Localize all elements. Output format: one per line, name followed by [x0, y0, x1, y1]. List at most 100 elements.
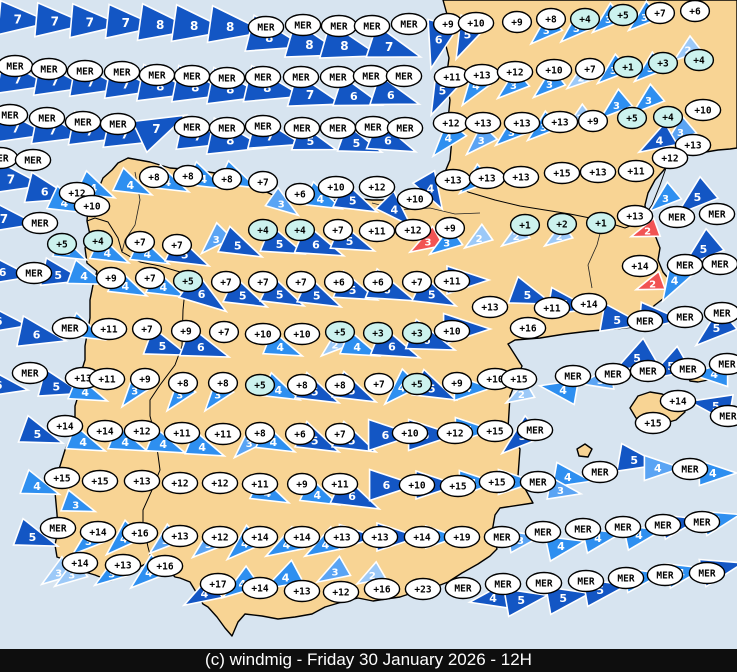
label-text: +4 [662, 113, 674, 124]
label-oval [244, 322, 282, 346]
wind-force-value: 5 [346, 235, 354, 248]
label-oval [286, 373, 318, 397]
wind-force-value: 5 [633, 352, 641, 365]
temperature-label: +9 [434, 216, 466, 240]
label-oval [519, 470, 557, 494]
label-oval [616, 106, 648, 130]
sea-point-label: MER [524, 520, 562, 544]
temperature-label: +14 [241, 525, 279, 549]
sea-point-label: MER [282, 65, 320, 89]
wind-force-value: 4 [283, 538, 291, 551]
wind-arrow: 6 [368, 468, 419, 502]
label-oval [433, 269, 471, 293]
temperature-label: +6 [679, 0, 711, 23]
label-text: +16 [131, 529, 148, 540]
label-oval [709, 404, 737, 428]
temperature-label: +13 [283, 579, 321, 603]
temperature-label: +5 [244, 373, 276, 397]
wind-force-value: 4 [656, 134, 664, 147]
label-text: +8 [296, 381, 308, 392]
temperature-label: +15 [81, 469, 119, 493]
temperature-label: +10 [283, 322, 321, 346]
label-text: MER [708, 210, 725, 221]
label-oval [321, 472, 359, 496]
label-text: +7 [144, 274, 155, 285]
label-text: MER [614, 523, 631, 534]
wind-arrow-shape [636, 121, 679, 154]
wind-arrow: 5 [507, 275, 556, 306]
sea-point-label: MER [208, 66, 246, 90]
label-text: +23 [414, 585, 431, 596]
label-text: MER [329, 73, 346, 84]
label-oval [51, 316, 89, 340]
temperature-label: +15 [543, 161, 581, 185]
label-text: +7 [411, 278, 422, 289]
label-oval [621, 254, 659, 278]
label-oval [30, 57, 68, 81]
wind-force-value: 4 [163, 176, 171, 189]
wind-force-value: 2 [578, 74, 585, 85]
wind-arrow-shape [216, 225, 265, 258]
label-oval [286, 472, 318, 496]
label-oval [464, 111, 502, 135]
sea-point-label: MER [698, 202, 736, 226]
label-oval [241, 525, 279, 549]
label-oval [241, 576, 279, 600]
temperature-label: +13 [579, 160, 617, 184]
label-text: MER [330, 22, 347, 33]
wind-force-value: 3 [641, 13, 648, 24]
temperature-label: +3 [647, 51, 679, 75]
label-text: +5 [254, 381, 266, 392]
temperature-label: +23 [404, 577, 442, 601]
label-oval [208, 116, 246, 140]
wind-force-value: 4 [313, 489, 321, 502]
label-oval [443, 525, 481, 549]
label-text: MER [183, 72, 200, 83]
temperature-label: +3 [362, 321, 394, 345]
label-text: MER [148, 71, 165, 82]
wind-force-value: 4 [472, 80, 480, 93]
label-oval [476, 419, 514, 443]
label-text: +7 [654, 9, 665, 20]
sea-point-label: MER [39, 516, 77, 540]
temperature-label: +15 [43, 466, 81, 490]
island-ibiza [576, 443, 593, 458]
temperature-label: +8 [167, 371, 199, 395]
label-text: +14 [251, 533, 268, 544]
wind-force-value: 4 [33, 480, 41, 493]
label-text: MER [40, 65, 57, 76]
label-text: +13 [171, 532, 188, 543]
label-oval [433, 319, 471, 343]
label-oval [362, 321, 394, 345]
label-oval [647, 51, 679, 75]
label-oval [669, 357, 707, 381]
label-text: +13 [133, 477, 150, 488]
temperature-label: +7 [644, 1, 676, 25]
temperature-label: +8 [244, 421, 276, 445]
label-text: +12 [68, 189, 85, 200]
label-text: +13 [474, 119, 491, 130]
wind-arrow: 5 [502, 587, 551, 618]
label-oval [651, 146, 689, 170]
temperature-label: +10 [398, 473, 436, 497]
wind-force-value: 5 [313, 290, 321, 303]
temperature-label: +2 [546, 212, 578, 236]
wind-arrow: 4 [544, 535, 587, 563]
label-oval [161, 524, 199, 548]
label-text: +14 [580, 300, 597, 311]
label-oval [574, 57, 606, 81]
label-oval [14, 148, 52, 172]
sea-point-label: MER [669, 357, 707, 381]
label-oval [358, 219, 396, 243]
label-oval [703, 301, 737, 325]
label-text: MER [526, 426, 543, 437]
label-text: MER [494, 580, 511, 591]
temperature-label: +7 [363, 372, 395, 396]
label-oval [211, 167, 243, 191]
sea-point-label: MER [354, 115, 392, 139]
label-oval [496, 60, 534, 84]
label-text: +11 [251, 480, 268, 491]
label-text: +15 [53, 474, 70, 485]
sea-point-label: MER [516, 418, 554, 442]
label-text: MER [719, 412, 736, 423]
